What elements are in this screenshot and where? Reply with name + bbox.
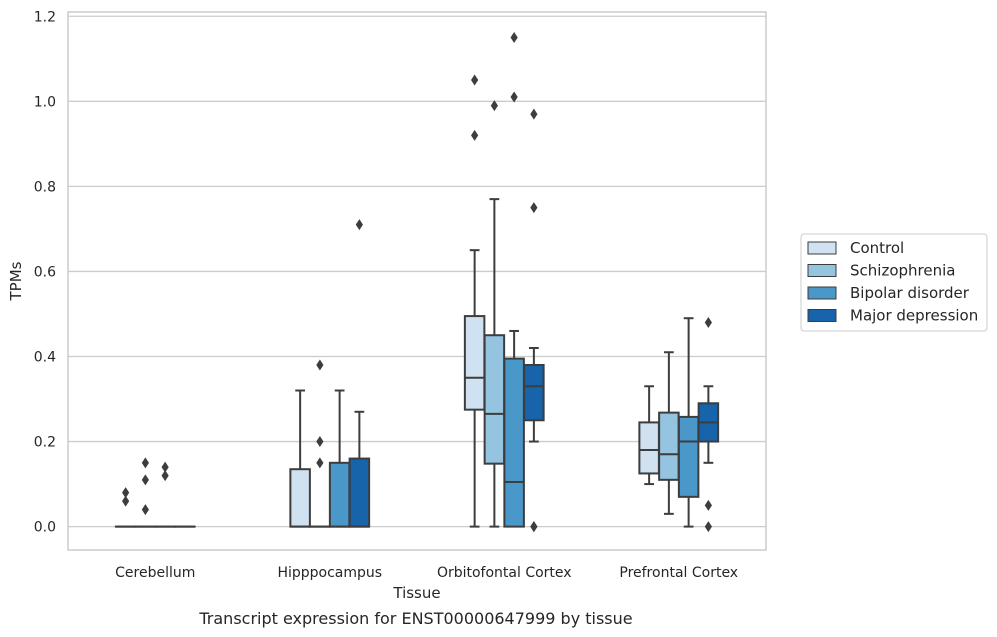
outlier-point	[471, 129, 479, 141]
box-iqr	[328, 461, 351, 528]
box-1-3	[348, 219, 371, 528]
legend-swatch	[807, 264, 837, 277]
x-axis-title: Tissue	[392, 584, 440, 602]
box-iqr	[503, 357, 525, 528]
outlier-point	[530, 521, 538, 533]
y-tick-label: 0.0	[34, 520, 56, 536]
box-1-0	[289, 389, 311, 528]
y-axis-title: TPMs	[7, 261, 25, 301]
legend-label: Schizophrenia	[850, 262, 955, 280]
y-tick-label: 1.0	[34, 94, 56, 110]
box-2-3	[523, 108, 545, 533]
y-tick-label: 0.6	[34, 264, 56, 280]
y-tick-label: 1.2	[34, 9, 56, 25]
box-iqr	[677, 415, 700, 498]
outlier-point	[704, 521, 712, 533]
outlier-point	[122, 495, 130, 507]
outlier-point	[141, 504, 149, 516]
outlier-point	[122, 487, 130, 499]
x-tick-label: Cerebellum	[115, 565, 195, 581]
box-iqr	[348, 457, 371, 528]
x-tick-label: Prefrontal Cortex	[619, 565, 738, 581]
box-0-1	[134, 457, 157, 528]
outlier-point	[141, 474, 149, 486]
outlier-point	[355, 219, 363, 231]
box-groups	[114, 32, 720, 533]
legend-label: Bipolar disorder	[850, 284, 970, 302]
box-iqr	[523, 363, 545, 422]
box-3-2	[677, 317, 700, 528]
figure-caption: Transcript expression for ENST0000064799…	[198, 609, 632, 628]
box-2-1	[483, 100, 506, 528]
outlier-point	[316, 436, 324, 448]
y-tick-label: 0.8	[34, 179, 56, 195]
box-0-0	[114, 487, 137, 528]
legend: Control Schizophrenia Bipolar disorder Majo…	[800, 233, 988, 332]
legend-frame	[800, 233, 988, 332]
legend-swatch	[807, 241, 837, 255]
box-2-2	[503, 32, 525, 528]
outlier-point	[530, 108, 538, 120]
gridlines	[68, 15, 766, 528]
outlier-point	[530, 202, 538, 214]
outlier-point	[510, 32, 518, 44]
outlier-point	[161, 461, 169, 473]
box-iqr	[463, 315, 486, 411]
y-tick-label: 0.2	[34, 435, 56, 451]
legend-swatch	[807, 309, 837, 322]
outlier-point	[141, 457, 149, 469]
box-0-2	[154, 461, 176, 528]
outlier-point	[471, 74, 479, 86]
box-2-0	[463, 74, 486, 528]
outlier-point	[161, 470, 169, 482]
box-iqr	[483, 334, 506, 465]
y-axis-ticks: 0.0 0.2 0.4 0.6 0.8 1.0 1.2	[34, 9, 56, 535]
box-3-1	[658, 351, 680, 515]
legend-swatch	[807, 286, 837, 300]
box-iqr	[638, 421, 660, 475]
x-axis-ticks: Cerebellum Hipppocampus Orbitofontal Corte…	[115, 565, 738, 581]
box-iqr	[658, 411, 680, 481]
box-iqr	[289, 468, 311, 528]
plot-area-frame	[67, 11, 767, 551]
x-tick-label: Hipppocampus	[277, 565, 382, 581]
box-1-2	[328, 389, 351, 528]
box-3-3	[697, 316, 720, 533]
y-tick-label: 0.4	[34, 349, 56, 365]
legend-label: Control	[850, 239, 904, 257]
outlier-point	[316, 359, 324, 371]
legend-label: Major depression	[850, 307, 978, 325]
outlier-point	[510, 91, 518, 103]
outlier-point	[490, 100, 498, 112]
box-3-0	[638, 385, 660, 486]
outlier-point	[704, 316, 712, 328]
x-tick-label: Orbitofontal Cortex	[437, 565, 572, 581]
outlier-point	[704, 499, 712, 511]
outlier-point	[316, 457, 324, 469]
box-1-1	[309, 359, 331, 528]
